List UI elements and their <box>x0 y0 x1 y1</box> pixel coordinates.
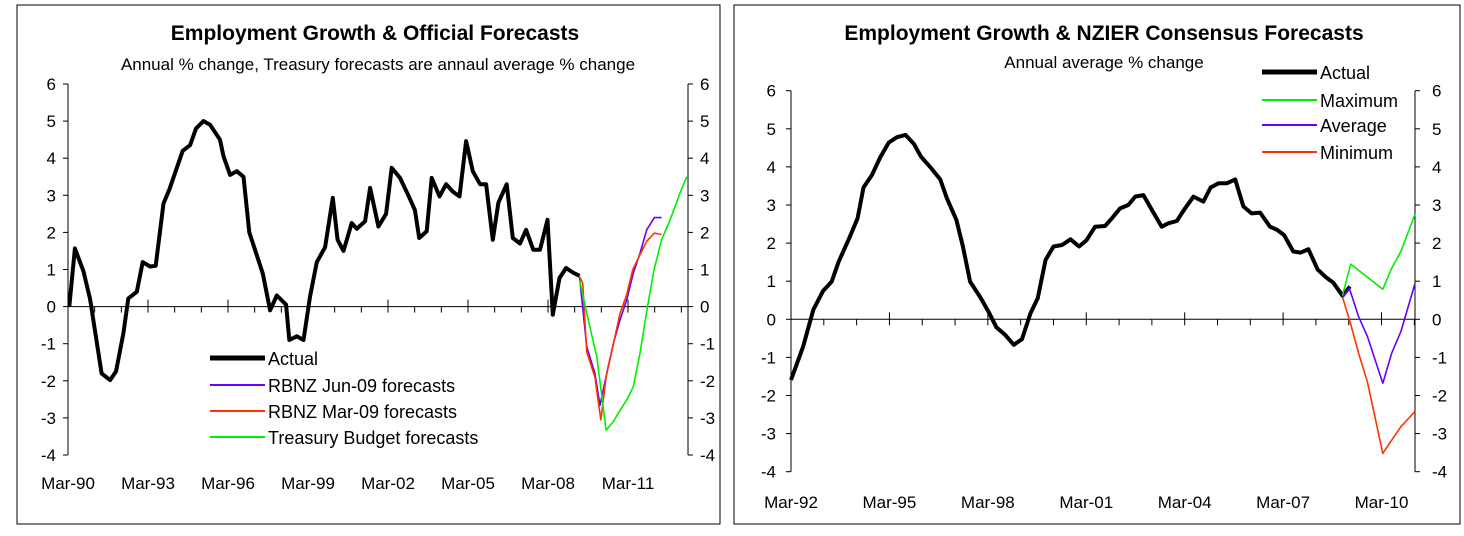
right-chart-panel: Employment Growth & NZIER Consensus Fore… <box>733 4 1461 525</box>
y-tick-label: -3 <box>700 409 715 428</box>
y-tick-label: 6 <box>47 75 56 94</box>
series-line-treasury-budget-forecasts <box>578 176 688 431</box>
y-tick-label: -2 <box>700 372 715 391</box>
y-tick-label: 2 <box>700 223 709 242</box>
y-tick-label: 5 <box>47 112 56 131</box>
x-tick-label: Mar-08 <box>521 474 575 493</box>
x-tick-label: Mar-93 <box>121 474 175 493</box>
series-line-maximum <box>1341 213 1416 296</box>
legend-label: Actual <box>268 349 318 369</box>
y-tick-label: -2 <box>1432 387 1447 406</box>
left-chart-panel: Employment Growth & Official Forecasts A… <box>16 4 721 525</box>
y-tick-label: 0 <box>700 298 709 317</box>
left-legend: Actual RBNZ Jun-09 forecasts RBNZ Mar-09 f… <box>210 349 478 448</box>
y-tick-label: 4 <box>767 158 776 177</box>
left-chart-title: Employment Growth & Official Forecasts <box>171 22 579 45</box>
y-tick-label: 6 <box>767 82 776 101</box>
x-tick-label: Mar-07 <box>1256 493 1310 512</box>
legend-label: Maximum <box>1320 91 1398 111</box>
y-tick-label: -1 <box>700 335 715 354</box>
series-line-actual <box>789 132 1352 381</box>
right-chart-subtitle: Annual average % change <box>1004 53 1203 72</box>
y-tick-label: 6 <box>700 75 709 94</box>
series-line-minimum <box>1341 296 1416 455</box>
y-tick-label: 1 <box>700 261 709 280</box>
x-tick-label: Mar-11 <box>602 474 655 493</box>
y-tick-label: -1 <box>1432 348 1447 367</box>
right-legend: Actual Maximum Average Minimum <box>1262 63 1398 163</box>
y-tick-label: 3 <box>700 186 709 205</box>
y-tick-label: 4 <box>1432 158 1441 177</box>
legend-label: Treasury Budget forecasts <box>268 428 478 448</box>
y-tick-label: 1 <box>1432 272 1441 291</box>
y-tick-label: 0 <box>767 310 776 329</box>
legend-label: Average <box>1320 116 1387 136</box>
y-tick-label: -1 <box>761 348 776 367</box>
legend-label: RBNZ Mar-09 forecasts <box>268 402 457 422</box>
y-tick-label: 2 <box>1432 234 1441 253</box>
legend-label: Actual <box>1320 63 1370 83</box>
y-tick-label: -3 <box>761 425 776 444</box>
right-plot-area: 6 6 5 5 4 4 3 3 2 2 1 1 0 0 -1 -1 -2 -2 -3 -3 -4 -4 Mar-92 Mar-… <box>761 82 1447 512</box>
x-tick-label: Mar-99 <box>281 474 335 493</box>
x-tick-label: Mar-90 <box>41 474 95 493</box>
y-tick-label: -2 <box>41 372 56 391</box>
legend-label: Minimum <box>1320 143 1393 163</box>
left-chart-border <box>16 4 721 525</box>
y-tick-label: 5 <box>700 112 709 131</box>
y-tick-label: 3 <box>767 196 776 215</box>
y-tick-label: 2 <box>47 223 56 242</box>
y-tick-label: -4 <box>700 446 715 465</box>
y-tick-label: 2 <box>767 234 776 253</box>
legend-label: RBNZ Jun-09 forecasts <box>268 376 455 396</box>
y-tick-label: 0 <box>47 298 56 317</box>
x-tick-label: Mar-98 <box>961 493 1015 512</box>
x-tick-label: Mar-04 <box>1158 493 1212 512</box>
y-tick-label: 5 <box>1432 120 1441 139</box>
y-tick-label: -3 <box>1432 425 1447 444</box>
series-line-actual <box>67 119 581 383</box>
y-tick-label: 4 <box>47 149 56 168</box>
x-tick-label: Mar-96 <box>201 474 255 493</box>
series-line-average <box>1341 283 1416 385</box>
y-tick-label: 3 <box>1432 196 1441 215</box>
right-chart-border <box>733 4 1461 525</box>
x-tick-label: Mar-01 <box>1059 493 1113 512</box>
y-tick-label: 1 <box>767 272 776 291</box>
y-tick-label: -4 <box>1432 463 1447 482</box>
y-tick-label: -2 <box>761 387 776 406</box>
y-tick-label: 5 <box>767 120 776 139</box>
x-tick-label: Mar-02 <box>361 474 415 493</box>
x-tick-label: Mar-95 <box>862 493 916 512</box>
y-tick-label: -4 <box>761 463 776 482</box>
y-tick-label: -1 <box>41 335 56 354</box>
y-tick-label: 0 <box>1432 310 1441 329</box>
left-plot-area: 6 6 5 5 4 4 3 3 2 2 1 1 0 0 -1 -1 -2 -2 -3 -3 -4 -4 Mar-90 Mar-… <box>41 75 715 493</box>
y-tick-label: 4 <box>700 149 709 168</box>
y-tick-label: -3 <box>41 409 56 428</box>
right-chart-title: Employment Growth & NZIER Consensus Fore… <box>844 22 1363 45</box>
y-tick-label: 1 <box>47 261 56 280</box>
x-tick-label: Mar-92 <box>764 493 818 512</box>
x-tick-label: Mar-10 <box>1355 493 1409 512</box>
series-line-rbnz-mar-09-forecasts <box>578 232 662 421</box>
y-tick-label: 3 <box>47 186 56 205</box>
y-tick-label: -4 <box>41 446 56 465</box>
series-line-rbnz-jun-09-forecasts <box>578 216 662 407</box>
x-tick-label: Mar-05 <box>441 474 495 493</box>
left-chart-subtitle: Annual % change, Treasury forecasts are … <box>121 55 635 74</box>
y-tick-label: 6 <box>1432 82 1441 101</box>
